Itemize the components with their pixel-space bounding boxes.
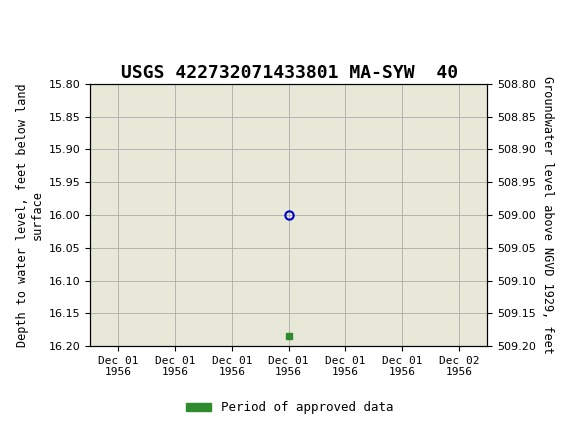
Y-axis label: Groundwater level above NGVD 1929, feet: Groundwater level above NGVD 1929, feet <box>541 76 554 354</box>
Legend: Period of approved data: Period of approved data <box>181 396 399 419</box>
Y-axis label: Depth to water level, feet below land
surface: Depth to water level, feet below land su… <box>16 83 44 347</box>
Text: ≡USGS: ≡USGS <box>9 10 72 31</box>
Text: USGS 422732071433801 MA-SYW  40: USGS 422732071433801 MA-SYW 40 <box>121 64 459 83</box>
